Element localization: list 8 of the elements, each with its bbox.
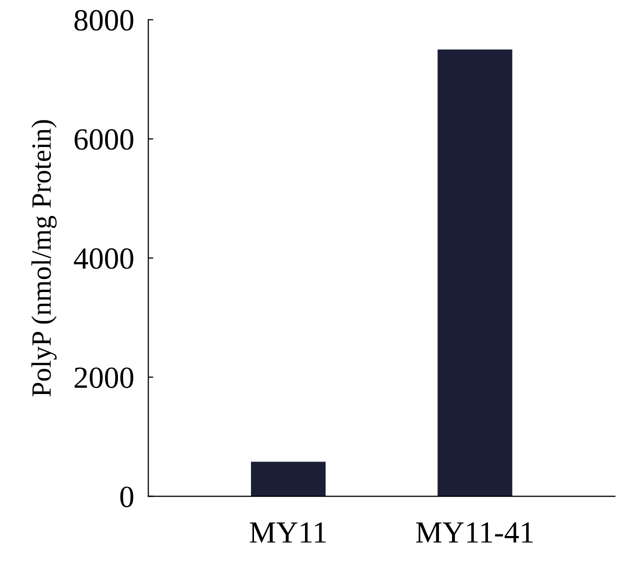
x-tick-label: MY11 bbox=[250, 522, 326, 543]
y-tick-label: 0 bbox=[120, 486, 134, 508]
y-axis-title: PolyP (nmol/mg Protein) bbox=[31, 120, 57, 396]
y-tick-label: 6000 bbox=[74, 129, 134, 150]
y-tick-label: 4000 bbox=[74, 248, 134, 269]
y-tick-label: 2000 bbox=[74, 367, 134, 388]
y-tick-label: 8000 bbox=[74, 10, 134, 31]
x-tick-label: MY11-41 bbox=[416, 522, 533, 543]
